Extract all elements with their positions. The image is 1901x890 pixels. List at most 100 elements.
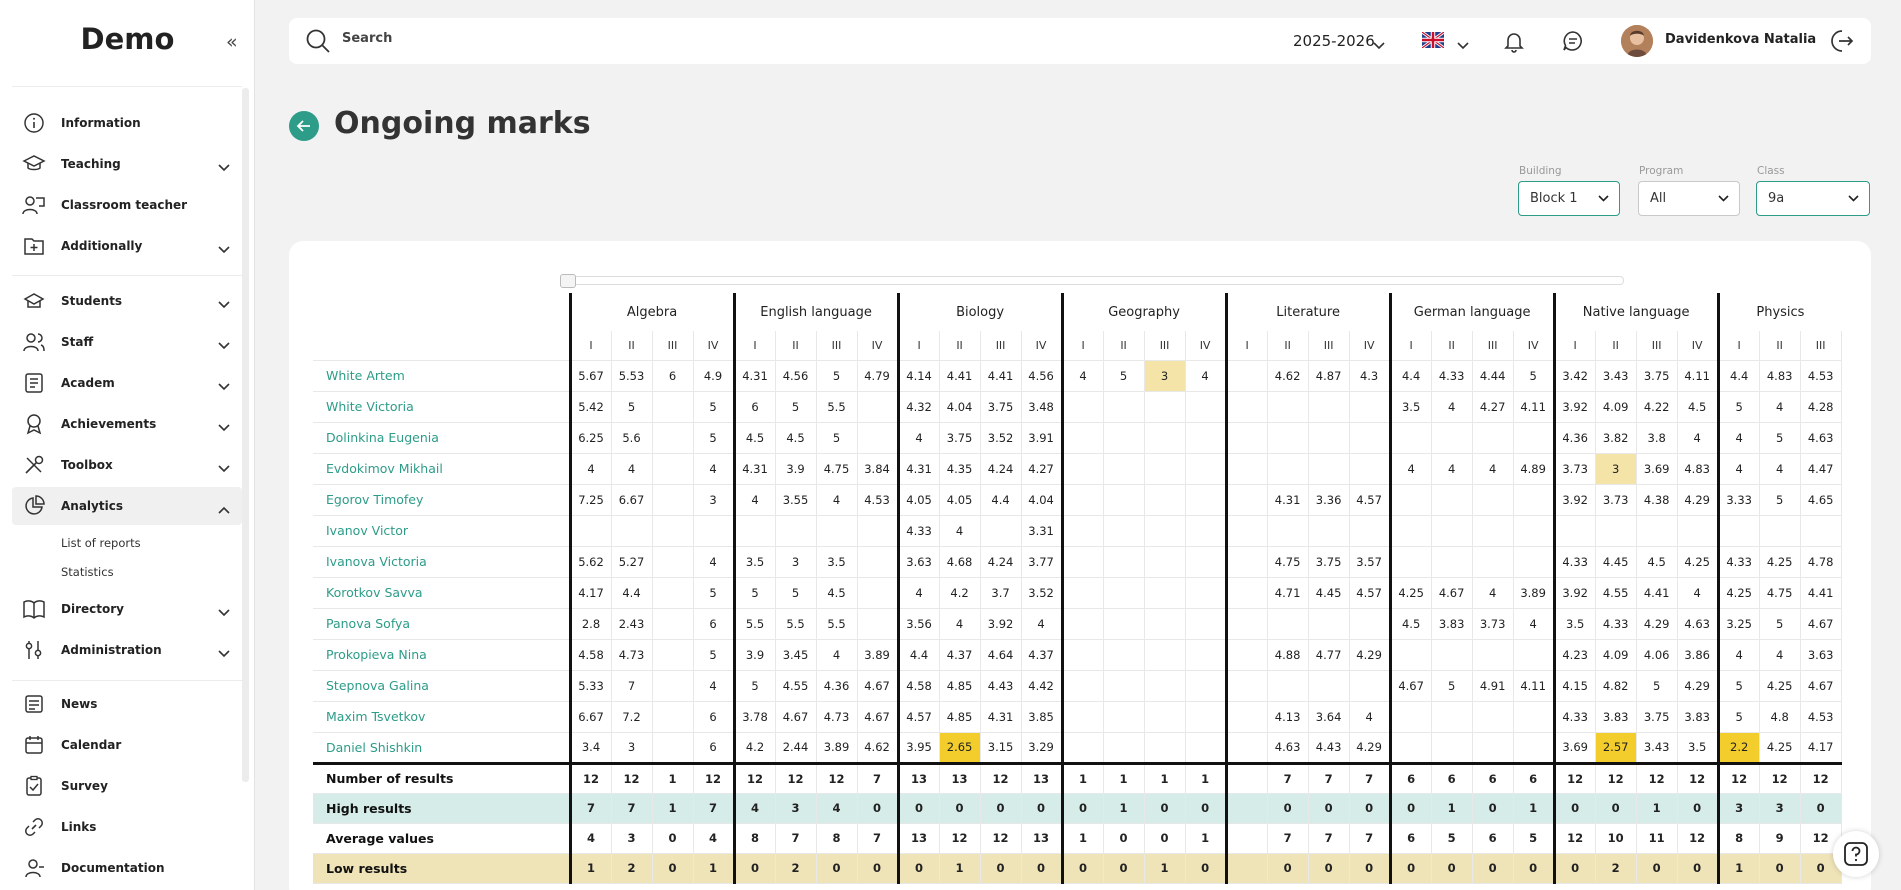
mark-cell[interactable]: 4.05 [939,484,981,516]
mark-cell[interactable]: 4.91 [1472,670,1514,702]
mark-cell[interactable]: 2.44 [775,732,817,764]
mark-cell[interactable]: 4.11 [1677,360,1719,392]
scrollbar-thumb[interactable] [560,274,576,288]
mark-cell[interactable]: 4 [816,639,858,671]
mark-cell[interactable]: 3.31 [1021,515,1063,547]
mark-cell[interactable]: 4.25 [1388,577,1432,609]
chevron-down-icon[interactable] [1373,35,1385,54]
mark-cell[interactable]: 5 [732,577,776,609]
mark-cell[interactable]: 3.69 [1552,732,1596,764]
mark-cell[interactable]: 4.06 [1636,639,1678,671]
mark-cell[interactable]: 4.36 [1552,422,1596,454]
mark-cell[interactable]: 4.4 [1388,360,1432,392]
mark-cell[interactable]: 4.25 [1759,546,1801,578]
mark-cell[interactable]: 4.31 [980,701,1022,733]
mark-cell[interactable]: 4.57 [896,701,940,733]
mark-cell[interactable]: 6.67 [611,484,653,516]
sidebar-item-calendar[interactable]: Calendar [12,726,242,764]
mark-cell[interactable]: 4 [896,577,940,609]
mark-cell[interactable]: 4.67 [857,670,899,702]
mark-cell[interactable]: 4.43 [980,670,1022,702]
mark-cell[interactable]: 4.14 [896,360,940,392]
mark-cell[interactable]: 3.92 [980,608,1022,640]
sidebar-item-documentation[interactable]: Documentation [12,849,242,887]
mark-cell[interactable]: 4.56 [1021,360,1063,392]
mark-cell[interactable]: 4.31 [896,453,940,485]
mark-cell[interactable]: 3.75 [1636,360,1678,392]
mark-cell[interactable]: 3.55 [775,484,817,516]
student-name-link[interactable]: Evdokimov Mikhail [313,453,570,485]
mark-cell[interactable]: 4.33 [1552,701,1596,733]
sidebar-item-links[interactable]: Links [12,808,242,846]
mark-cell[interactable]: 4.32 [896,391,940,423]
student-name-link[interactable]: White Victoria [313,391,570,423]
mark-cell[interactable]: 3.83 [1431,608,1473,640]
mark-cell[interactable]: 5 [816,360,858,392]
mark-cell[interactable]: 3.78 [732,701,776,733]
mark-cell[interactable]: 4.83 [1759,360,1801,392]
uk-flag-icon[interactable] [1421,30,1445,50]
mark-cell[interactable]: 4.33 [1716,546,1760,578]
sidebar-item-administration[interactable]: Administration [12,631,242,669]
mark-cell[interactable]: 3.33 [1716,484,1760,516]
mark-cell[interactable]: 4.58 [568,639,612,671]
mark-cell[interactable]: 4.67 [1800,670,1842,702]
mark-cell[interactable]: 2.8 [568,608,612,640]
sidebar-item-toolbox[interactable]: Toolbox [12,446,242,484]
mark-cell[interactable]: 4.36 [816,670,858,702]
mark-cell[interactable]: 6 [732,391,776,423]
mark-cell[interactable]: 5.6 [611,422,653,454]
mark-cell[interactable]: 4.79 [857,360,899,392]
mark-cell[interactable]: 4.67 [1388,670,1432,702]
mark-cell[interactable]: 3.83 [1677,701,1719,733]
mark-cell[interactable]: 4.67 [775,701,817,733]
mark-cell[interactable]: 5 [693,391,735,423]
mark-cell[interactable]: 4.04 [939,391,981,423]
mark-cell[interactable]: 3.89 [1513,577,1555,609]
mark-cell[interactable]: 3 [1595,453,1637,485]
mark-cell[interactable]: 4.23 [1552,639,1596,671]
mark-cell[interactable]: 4.37 [939,639,981,671]
mark-cell[interactable]: 5.5 [816,391,858,423]
mark-cell[interactable]: 5.5 [732,608,776,640]
mark-cell[interactable]: 4.27 [1021,453,1063,485]
mark-cell[interactable]: 4.73 [611,639,653,671]
mark-cell[interactable]: 3.73 [1472,608,1514,640]
mark-cell[interactable]: 4.67 [857,701,899,733]
mark-cell[interactable]: 6 [693,701,735,733]
mark-cell[interactable]: 3.92 [1552,391,1596,423]
mark-cell[interactable]: 3.56 [896,608,940,640]
mark-cell[interactable]: 4.9 [693,360,735,392]
mark-cell[interactable]: 3.95 [896,732,940,764]
mark-cell[interactable]: 4 [816,484,858,516]
mark-cell[interactable]: 4.29 [1636,608,1678,640]
mark-cell[interactable]: 4 [1060,360,1104,392]
mark-cell[interactable]: 4 [1716,639,1760,671]
sidebar-item-directory[interactable]: Directory [12,590,242,628]
mark-cell[interactable]: 4.41 [1636,577,1678,609]
mark-cell[interactable]: 5 [775,391,817,423]
mark-cell[interactable]: 4.55 [775,670,817,702]
mark-cell[interactable]: 3.84 [857,453,899,485]
mark-cell[interactable]: 4 [1677,422,1719,454]
mark-cell[interactable]: 3.5 [816,546,858,578]
mark-cell[interactable]: 3 [611,732,653,764]
student-name-link[interactable]: Dolinkina Eugenia [313,422,570,454]
mark-cell[interactable]: 5 [693,639,735,671]
mark-cell[interactable]: 3.45 [775,639,817,671]
user-name[interactable]: Davidenkova Natalia [1665,32,1817,47]
mark-cell[interactable]: 3.52 [980,422,1022,454]
mark-cell[interactable]: 4 [1472,577,1514,609]
mark-cell[interactable]: 3.69 [1636,453,1678,485]
sidebar-item-academ[interactable]: Academ [12,364,242,402]
mark-cell[interactable]: 6 [652,360,694,392]
sidebar-item-news[interactable]: News [12,685,242,723]
sidebar-item-classroom-teacher[interactable]: Classroom teacher [12,186,242,224]
program-select[interactable]: All [1638,181,1740,216]
logout-icon[interactable] [1829,28,1855,58]
mark-cell[interactable]: 4.11 [1513,391,1555,423]
collapse-sidebar-icon[interactable]: « [226,31,238,53]
mark-cell[interactable]: 4 [568,453,612,485]
mark-cell[interactable]: 5 [1636,670,1678,702]
mark-cell[interactable]: 4.56 [775,360,817,392]
